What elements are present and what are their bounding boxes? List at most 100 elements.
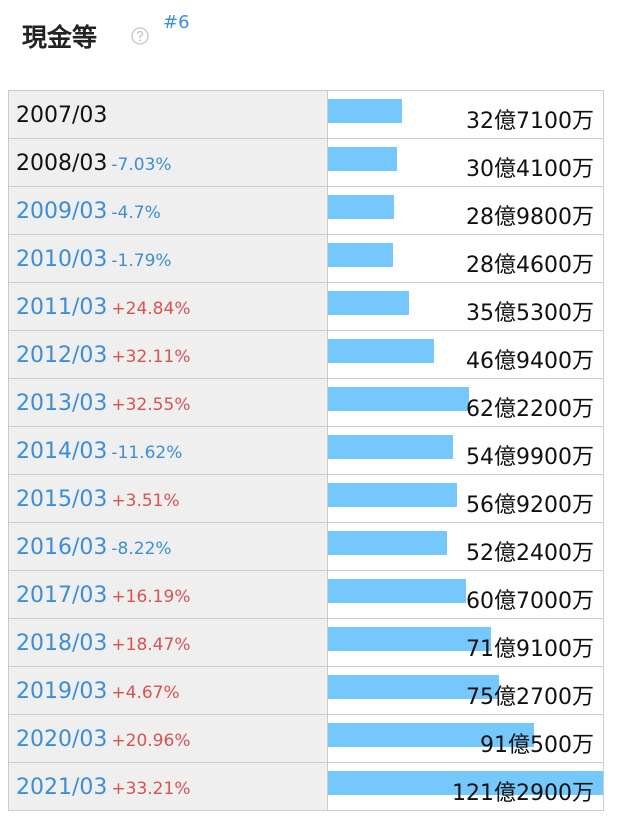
period-text[interactable]: 2019/03 bbox=[16, 679, 108, 704]
period-text[interactable]: 2014/03 bbox=[16, 439, 108, 464]
period-cell: 2012/03 +32.11% bbox=[8, 331, 328, 378]
value-cell: 56億9200万 bbox=[328, 475, 604, 522]
bar bbox=[328, 99, 403, 123]
table-row: 2019/03 +4.67% 75億2700万 bbox=[8, 667, 604, 715]
bar bbox=[328, 339, 435, 363]
change-rate: -8.22% bbox=[111, 539, 172, 559]
bar bbox=[328, 579, 466, 603]
bar bbox=[328, 147, 397, 171]
period-cell: 2019/03 +4.67% bbox=[8, 667, 328, 714]
value-label: 62億2200万 bbox=[466, 397, 594, 422]
table-row: 2014/03 -11.62% 54億9900万 bbox=[8, 427, 604, 475]
value-cell: 28億9800万 bbox=[328, 187, 604, 234]
period-text[interactable]: 2021/03 bbox=[16, 775, 108, 800]
bar bbox=[328, 387, 470, 411]
period-label[interactable]: 2021/03 +33.21% bbox=[16, 775, 190, 800]
value-cell: 75億2700万 bbox=[328, 667, 604, 714]
value-cell: 54億9900万 bbox=[328, 427, 604, 474]
period-text[interactable]: 2020/03 bbox=[16, 727, 108, 752]
period-text[interactable]: 2009/03 bbox=[16, 199, 108, 224]
value-label: 32億7100万 bbox=[466, 109, 594, 134]
bar bbox=[328, 627, 492, 651]
period-text[interactable]: 2018/03 bbox=[16, 631, 108, 656]
table-row: 2020/03 +20.96% 91億500万 bbox=[8, 715, 604, 763]
table-row: 2013/03 +32.55% 62億2200万 bbox=[8, 379, 604, 427]
value-cell: 52億2400万 bbox=[328, 523, 604, 570]
period-text[interactable]: 2010/03 bbox=[16, 247, 108, 272]
value-label: 60億7000万 bbox=[466, 589, 594, 614]
period-cell: 2016/03 -8.22% bbox=[8, 523, 328, 570]
period-label[interactable]: 2016/03 -8.22% bbox=[16, 535, 172, 560]
change-rate: +33.21% bbox=[111, 779, 191, 799]
period-text: 2008/03 bbox=[16, 151, 108, 176]
period-cell: 2011/03 +24.84% bbox=[8, 283, 328, 330]
value-label: 28億9800万 bbox=[466, 205, 594, 230]
value-label: 91億500万 bbox=[480, 733, 594, 758]
rank-link[interactable]: #6 bbox=[163, 12, 190, 33]
bar bbox=[328, 243, 393, 267]
value-label: 54億9900万 bbox=[466, 445, 594, 470]
period-label[interactable]: 2019/03 +4.67% bbox=[16, 679, 180, 704]
bar bbox=[328, 771, 603, 795]
period-label[interactable]: 2020/03 +20.96% bbox=[16, 727, 190, 752]
bar bbox=[328, 435, 453, 459]
value-label: 35億5300万 bbox=[466, 301, 594, 326]
period-cell: 2020/03 +20.96% bbox=[8, 715, 328, 762]
bar bbox=[328, 195, 394, 219]
table-row: 2021/03 +33.21% 121億2900万 bbox=[8, 763, 604, 811]
change-rate: -4.7% bbox=[111, 203, 161, 223]
period-label[interactable]: 2011/03 +24.84% bbox=[16, 295, 190, 320]
value-label: 71億9100万 bbox=[466, 637, 594, 662]
value-cell: 35億5300万 bbox=[328, 283, 604, 330]
period-text[interactable]: 2013/03 bbox=[16, 391, 108, 416]
value-cell: 30億4100万 bbox=[328, 139, 604, 186]
period-label[interactable]: 2014/03 -11.62% bbox=[16, 439, 182, 464]
period-text[interactable]: 2011/03 bbox=[16, 295, 108, 320]
value-label: 75億2700万 bbox=[466, 685, 594, 710]
period-cell: 2009/03 -4.7% bbox=[8, 187, 328, 234]
title: 現金等 bbox=[22, 23, 98, 52]
table-row: 2016/03 -8.22% 52億2400万 bbox=[8, 523, 604, 571]
period-text[interactable]: 2017/03 bbox=[16, 583, 108, 608]
value-cell: 91億500万 bbox=[328, 715, 604, 762]
change-rate: +4.67% bbox=[111, 683, 180, 703]
period-cell: 2014/03 -11.62% bbox=[8, 427, 328, 474]
value-label: 30億4100万 bbox=[466, 157, 594, 182]
period-label[interactable]: 2017/03 +16.19% bbox=[16, 583, 190, 608]
period-cell: 2008/03 -7.03% bbox=[8, 139, 328, 186]
table-row: 2015/03 +3.51% 56億9200万 bbox=[8, 475, 604, 523]
table-row: 2007/03 32億7100万 bbox=[8, 91, 604, 139]
change-rate: +18.47% bbox=[111, 635, 191, 655]
value-cell: 32億7100万 bbox=[328, 91, 604, 138]
table-row: 2010/03 -1.79% 28億4600万 bbox=[8, 235, 604, 283]
help-icon[interactable] bbox=[131, 27, 149, 45]
change-rate: -7.03% bbox=[111, 155, 172, 175]
period-text[interactable]: 2012/03 bbox=[16, 343, 108, 368]
bar bbox=[328, 675, 499, 699]
change-rate: -1.79% bbox=[111, 251, 172, 271]
value-cell: 28億4600万 bbox=[328, 235, 604, 282]
period-cell: 2017/03 +16.19% bbox=[8, 571, 328, 618]
bar bbox=[328, 723, 535, 747]
value-label: 52億2400万 bbox=[466, 541, 594, 566]
value-cell: 60億7000万 bbox=[328, 571, 604, 618]
value-cell: 121億2900万 bbox=[328, 763, 604, 810]
bar bbox=[328, 531, 447, 555]
period-label[interactable]: 2012/03 +32.11% bbox=[16, 343, 190, 368]
period-label[interactable]: 2010/03 -1.79% bbox=[16, 247, 172, 272]
period-label[interactable]: 2018/03 +18.47% bbox=[16, 631, 190, 656]
period-label[interactable]: 2015/03 +3.51% bbox=[16, 487, 180, 512]
value-cell: 46億9400万 bbox=[328, 331, 604, 378]
change-rate: +24.84% bbox=[111, 299, 191, 319]
table-row: 2018/03 +18.47% 71億9100万 bbox=[8, 619, 604, 667]
value-label: 121億2900万 bbox=[452, 781, 594, 806]
period-text[interactable]: 2015/03 bbox=[16, 487, 108, 512]
value-cell: 62億2200万 bbox=[328, 379, 604, 426]
period-label[interactable]: 2013/03 +32.55% bbox=[16, 391, 190, 416]
change-rate: +32.11% bbox=[111, 347, 191, 367]
period-text[interactable]: 2016/03 bbox=[16, 535, 108, 560]
change-rate: +3.51% bbox=[111, 491, 180, 511]
period-label[interactable]: 2009/03 -4.7% bbox=[16, 199, 161, 224]
period-cell: 2015/03 +3.51% bbox=[8, 475, 328, 522]
table-row: 2008/03 -7.03% 30億4100万 bbox=[8, 139, 604, 187]
